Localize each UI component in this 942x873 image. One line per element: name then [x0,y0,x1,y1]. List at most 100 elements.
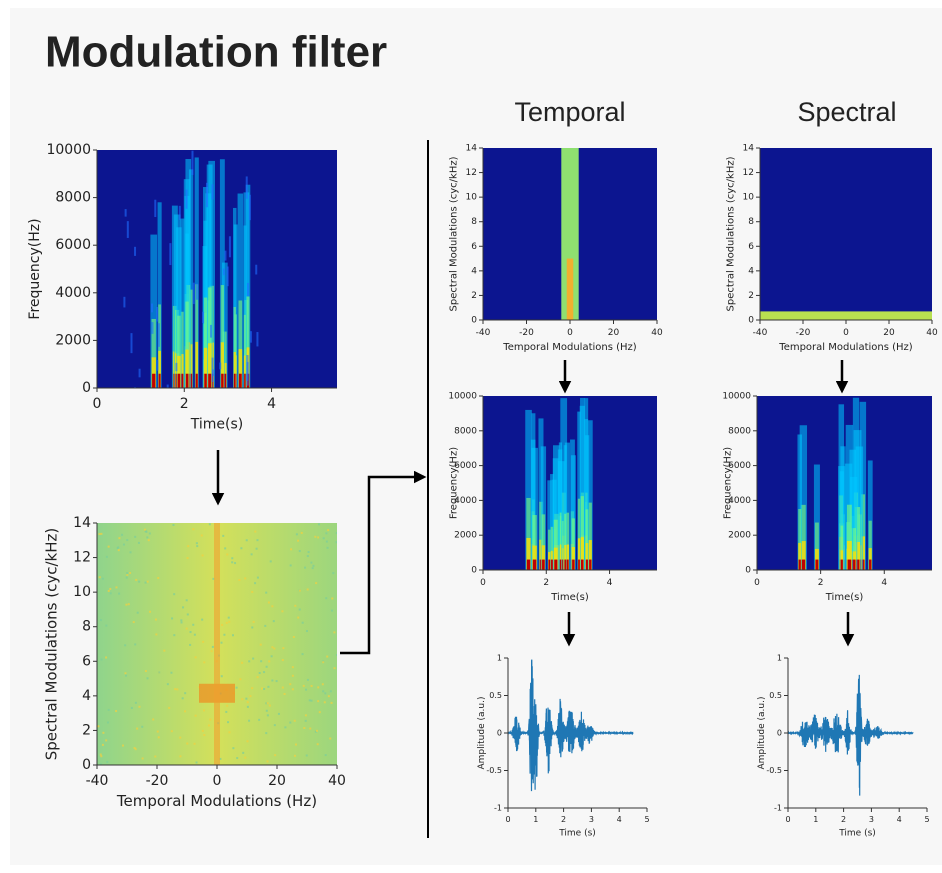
image-noise [151,322,154,334]
image-streak [800,541,806,570]
image-noise [252,620,255,623]
image-streak [554,559,558,570]
image-noise [129,551,132,554]
image-streak [208,373,212,388]
image-streak [185,301,189,388]
image-noise [321,683,324,686]
image-noise [298,589,301,592]
image-noise [138,705,141,708]
x-tick-label: 4 [607,578,613,588]
x-tick-label: -20 [146,773,169,789]
image-noise [202,640,205,643]
image-noise [125,576,128,579]
image-noise [248,660,251,663]
y-tick-label: 12 [466,168,477,178]
x-tick-label: 0 [480,578,486,588]
image-noise [196,283,199,300]
image-band [561,148,579,320]
image-streak [585,509,589,570]
image-streak [846,504,852,570]
image-noise [231,634,234,637]
x-tick-label: 1 [533,815,538,824]
image-noise [305,630,308,633]
image-noise [258,672,261,675]
y-tick-label: 8 [471,217,477,227]
image-noise [325,597,328,600]
image-noise [295,743,298,746]
image-streak [181,373,184,388]
image-noise [295,533,298,536]
column-header: Spectral [797,97,896,127]
image-noise [277,712,280,715]
image-noise [281,659,284,662]
image-noise [109,587,112,590]
image-noise [124,644,127,647]
image-noise [200,534,203,537]
x-tick-label: -20 [519,328,534,338]
image-noise [141,725,144,728]
image-noise [317,700,320,703]
image-noise [265,665,268,668]
image-noise [256,576,259,579]
image-noise [196,545,199,548]
image-noise [325,540,328,543]
image-streak [550,526,554,570]
image-streak [565,544,570,570]
image-hotspot [806,314,886,320]
x-tick-label: 2 [543,578,549,588]
image-noise [134,748,137,751]
image-noise [311,567,314,570]
image-noise [109,592,112,595]
image-streak [846,540,852,570]
image-noise [268,704,271,707]
image-noise [134,535,137,538]
image-noise [136,727,139,730]
image-streak [531,447,538,570]
image-streak [526,497,531,570]
image-noise [171,617,174,620]
image-hotspot [175,695,259,765]
image-noise [115,710,118,713]
image-streak [151,318,156,388]
image-streak [571,518,576,570]
image-noise [135,578,138,581]
y-tick-label: 4000 [728,496,751,506]
y-tick-label: 0 [471,566,477,576]
y-tick-label: 10000 [46,142,91,158]
image-streak [151,357,156,388]
image-noise [315,729,318,732]
image-noise [247,282,250,297]
image-noise [156,306,159,322]
x-tick-label: 0 [213,773,222,789]
image-noise [274,754,277,757]
image-streak [853,430,862,570]
image-streak [570,455,576,570]
image-noise [105,555,108,558]
image-noise [125,603,128,606]
image-noise [205,182,208,208]
image-noise [305,688,308,691]
image-noise [182,606,185,609]
image-noise [105,656,108,659]
image-noise [194,656,197,659]
x-tick-label: 5 [644,815,649,824]
x-tick-label: 4 [897,815,902,824]
image-noise [256,539,259,542]
image-noise [255,547,258,550]
x-tick-label: 0 [785,815,790,824]
image-noise [195,542,198,545]
y-tick-label: 14 [466,144,478,154]
image-streak [540,446,547,570]
image-streak [850,476,858,570]
image-noise [99,753,102,756]
x-axis-label: Time(s) [190,417,243,433]
x-axis-label: Time(s) [825,592,864,603]
image-noise [123,296,126,308]
image-hotspot [562,295,578,320]
image-noise [330,701,333,704]
image-noise [272,620,275,623]
image-noise [323,701,326,704]
image-noise [326,655,329,658]
image-noise [189,631,192,634]
x-tick-label: 0 [843,328,849,338]
